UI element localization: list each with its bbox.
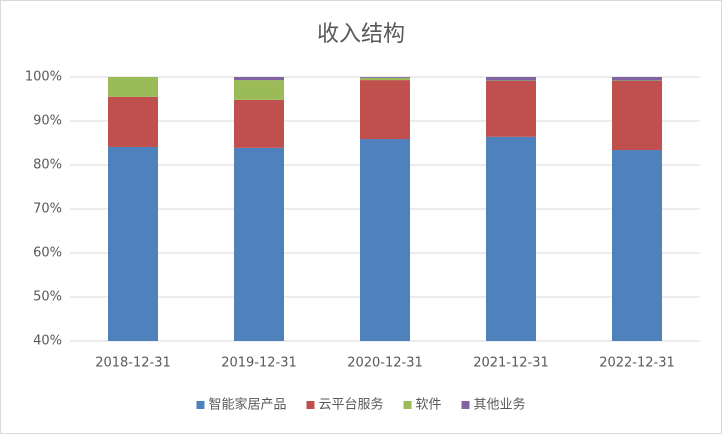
bar-segment xyxy=(612,77,662,81)
legend-swatch xyxy=(306,401,315,409)
x-tick-label: 2019-12-31 xyxy=(221,356,297,371)
legend-label: 云平台服务 xyxy=(318,397,383,413)
x-tick-label: 2021-12-31 xyxy=(473,356,549,371)
legend-label: 智能家居产品 xyxy=(208,397,286,413)
y-tick-label: 40% xyxy=(33,334,62,349)
bar-segment xyxy=(360,77,410,81)
legend-label: 其他业务 xyxy=(474,397,526,413)
bar-segment xyxy=(612,80,662,151)
bar-segment xyxy=(108,77,158,97)
bar-segment xyxy=(108,96,158,147)
bar-segment xyxy=(486,80,536,137)
bar-segment xyxy=(360,77,410,78)
legend-swatch xyxy=(403,401,412,409)
bar-segment xyxy=(360,139,410,341)
x-tick-label: 2018-12-31 xyxy=(95,356,171,371)
y-tick-label: 50% xyxy=(33,290,62,305)
bar-segment xyxy=(234,99,284,148)
y-tick-label: 60% xyxy=(33,246,62,261)
legend-label: 软件 xyxy=(416,398,442,413)
y-tick-label: 80% xyxy=(33,158,62,173)
bar-segment xyxy=(612,150,662,341)
bar-segment xyxy=(360,80,410,140)
x-tick-label: 2022-12-31 xyxy=(599,356,675,371)
y-tick-label: 90% xyxy=(33,114,62,129)
bar-segment xyxy=(486,77,536,81)
bar-segment xyxy=(234,77,284,81)
bar-segment xyxy=(108,146,158,341)
bar-segment xyxy=(234,147,284,341)
legend-swatch xyxy=(196,401,205,409)
chart-title: 收入结构 xyxy=(317,22,405,47)
y-tick-label: 70% xyxy=(33,202,62,217)
legend-swatch xyxy=(461,401,470,409)
y-tick-label: 100% xyxy=(25,70,62,85)
x-tick-label: 2020-12-31 xyxy=(347,356,423,371)
bar-segment xyxy=(234,80,284,100)
bar-segment xyxy=(486,136,536,341)
